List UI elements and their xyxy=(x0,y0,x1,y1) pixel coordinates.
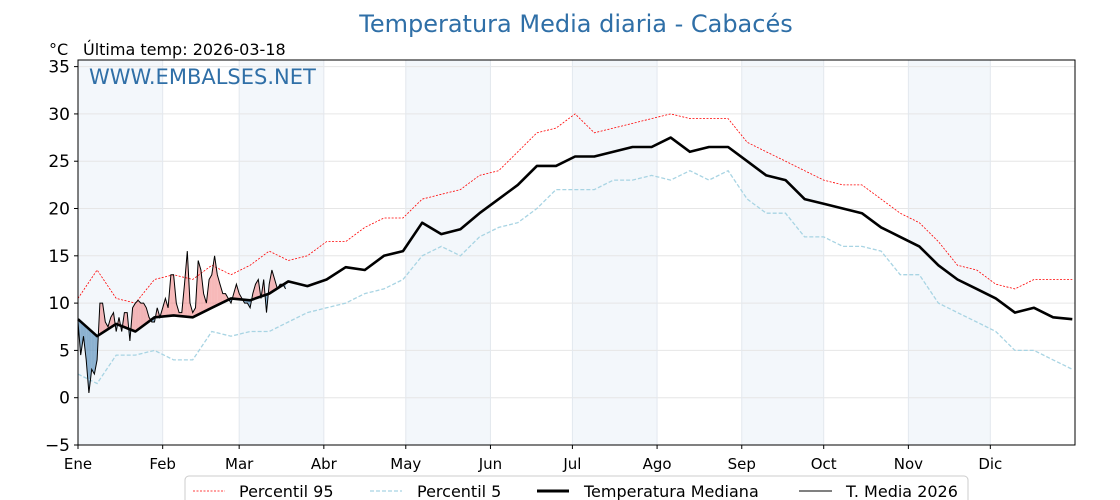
legend: Percentil 95 Percentil 5 Temperatura Med… xyxy=(184,475,969,500)
month-band xyxy=(908,60,991,445)
above-median-fill xyxy=(255,279,259,299)
x-tick-label: Jun xyxy=(478,455,502,473)
plot-frame xyxy=(77,59,1076,446)
y-tick-label: −5 xyxy=(45,436,70,456)
y-axis-unit: °C xyxy=(49,40,68,59)
month-band xyxy=(405,60,491,445)
above-median-fill xyxy=(209,274,212,310)
month-bands xyxy=(78,60,991,445)
above-median-fill xyxy=(140,303,144,328)
grid-lines xyxy=(77,60,1075,446)
above-median-fill xyxy=(271,270,275,292)
below-median-fill xyxy=(94,333,98,375)
x-tick-label: Jul xyxy=(562,455,581,473)
above-median-fill xyxy=(135,300,139,332)
y-tick-label: 25 xyxy=(48,152,70,172)
above-median-fill xyxy=(170,274,174,316)
month-band xyxy=(78,60,163,445)
x-tick-label: Dic xyxy=(978,455,1002,473)
below-median-fill xyxy=(88,328,92,393)
y-tick-label: 0 xyxy=(59,389,70,409)
x-tick-label: Ene xyxy=(64,455,92,473)
series-percentil-5 xyxy=(77,169,1073,385)
above-median-fill xyxy=(211,255,215,308)
above-median-fill xyxy=(203,293,207,312)
legend-label-median: Temperatura Mediana xyxy=(583,482,759,500)
above-median-fill xyxy=(162,298,166,317)
above-median-fill xyxy=(184,251,188,317)
y-tick-label: 30 xyxy=(48,105,70,125)
x-tick-label: Mar xyxy=(225,455,254,473)
watermark: WWW.EMBALSES.NET xyxy=(89,65,316,89)
above-median-fill xyxy=(220,284,223,304)
above-median-fill xyxy=(132,303,136,332)
above-median-fill xyxy=(99,303,103,335)
above-median-fill xyxy=(200,270,204,314)
y-tick-label: 35 xyxy=(48,58,70,78)
y-tick-label: 20 xyxy=(48,200,70,220)
month-band xyxy=(572,60,658,445)
x-tick-label: Feb xyxy=(149,455,176,473)
above-median-fill xyxy=(198,260,201,315)
x-tick-label: May xyxy=(390,455,421,473)
series-percentil-95 xyxy=(77,113,1073,304)
month-band xyxy=(239,60,324,445)
below-median-fill xyxy=(86,326,89,393)
y-axis: −5 0 5 10 15 20 25 30 35 xyxy=(45,58,78,456)
above-median-fill xyxy=(165,298,169,317)
x-tick-label: Ago xyxy=(643,455,672,473)
series-t-media-2026 xyxy=(77,251,287,394)
below-median-fill xyxy=(80,321,84,356)
chart-title: Temperatura Media diaria - Cabacés xyxy=(358,10,792,38)
above-median-fill xyxy=(143,303,147,326)
series-temperatura-mediana xyxy=(77,136,1073,338)
x-tick-label: Sep xyxy=(728,455,756,473)
above-median-fill xyxy=(124,312,128,329)
above-median-fill xyxy=(138,300,141,330)
legend-label-p95: Percentil 95 xyxy=(239,482,334,500)
x-tick-label: Nov xyxy=(894,455,923,473)
legend-label-2026: T. Media 2026 xyxy=(845,482,958,500)
legend-label-p5: Percentil 5 xyxy=(417,482,501,500)
x-tick-label: Abr xyxy=(311,455,338,473)
month-band xyxy=(741,60,824,445)
y-tick-label: 15 xyxy=(48,247,70,267)
x-tick-label: Oct xyxy=(811,455,837,473)
above-median-fill xyxy=(214,255,218,307)
y-tick-label: 5 xyxy=(59,341,70,361)
x-axis: Ene Feb Mar Abr May Jun Jul Ago Sep Oct Nov Dic xyxy=(64,445,1002,473)
series-lines xyxy=(77,113,1073,394)
below-median-fill xyxy=(91,331,95,375)
last-temp-label: Última temp: 2026-03-18 xyxy=(83,40,286,59)
y-tick-label: 10 xyxy=(48,294,70,314)
